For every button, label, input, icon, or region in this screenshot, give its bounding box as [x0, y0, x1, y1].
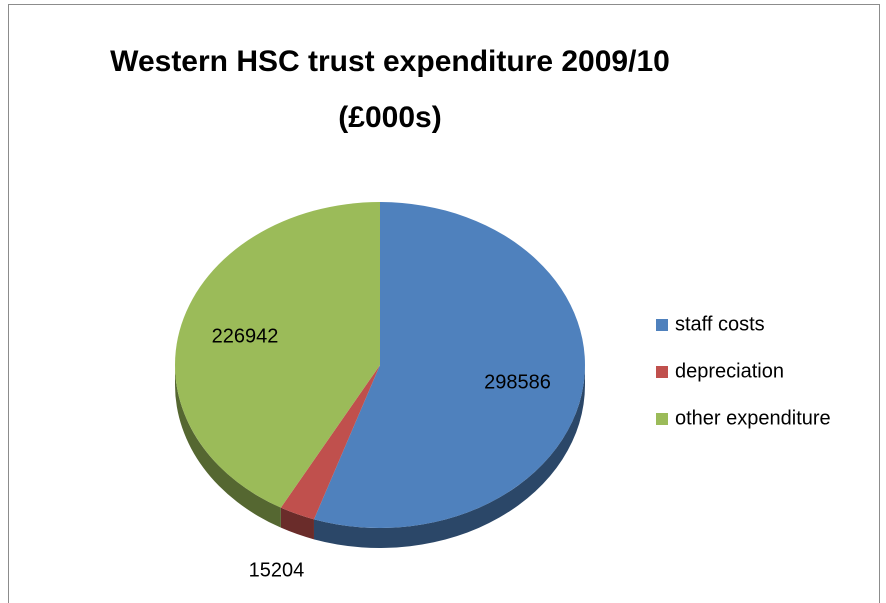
legend-swatch — [656, 319, 668, 331]
legend-label: other expenditure — [675, 407, 831, 429]
pie-side — [280, 507, 314, 540]
data-label: 15204 — [249, 560, 305, 582]
chart-title: Western HSC trust expenditure 2009/10 (£… — [110, 45, 670, 134]
chart-frame — [8, 4, 880, 603]
legend-swatch — [656, 413, 668, 425]
legend-swatch — [656, 366, 668, 378]
legend-label: depreciation — [675, 360, 784, 382]
pie-slice — [175, 202, 380, 508]
pie-side — [175, 365, 281, 528]
data-label: 226942 — [212, 326, 279, 348]
data-label: 298586 — [484, 371, 551, 393]
legend-label: staff costs — [675, 313, 765, 335]
pie-slice — [313, 202, 585, 528]
pie-side — [313, 365, 585, 548]
pie-slice — [280, 365, 380, 520]
